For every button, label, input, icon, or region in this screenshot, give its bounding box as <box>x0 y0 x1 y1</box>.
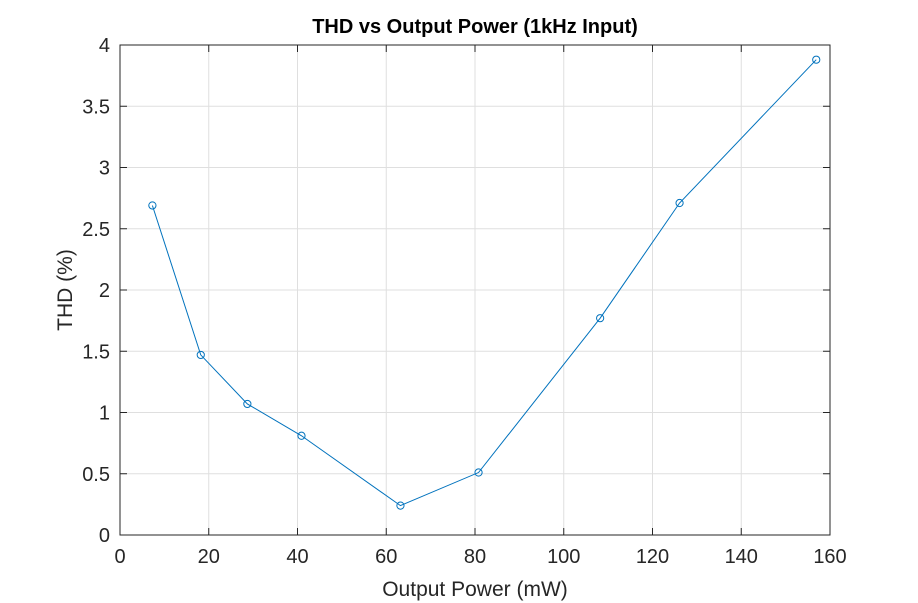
data-point <box>596 314 605 323</box>
series-line <box>151 59 817 507</box>
y-tick-label: 0 <box>99 525 110 547</box>
y-tick-label: 2 <box>99 280 110 302</box>
x-tick-label: 0 <box>114 546 125 568</box>
ticks: 0 20 40 60 80 100 120 140 160 0 0.5 1 1.5 2 2.5 3 3.5 4 <box>82 35 847 568</box>
y-tick-label: 1.5 <box>82 341 110 363</box>
x-tick-label: 160 <box>813 546 846 568</box>
data-point <box>243 399 252 409</box>
y-tick-label: 4 <box>99 35 110 57</box>
y-tick-label: 2.5 <box>82 219 110 241</box>
data-point <box>675 198 684 208</box>
y-tick-label: 3 <box>99 158 110 180</box>
data-point <box>474 468 483 477</box>
series <box>148 55 821 510</box>
x-tick-label: 80 <box>464 546 486 568</box>
x-axis-label: Output Power (mW) <box>382 578 568 601</box>
chart-title: THD vs Output Power (1kHz Input) <box>312 16 638 38</box>
x-tick-label: 60 <box>375 546 397 568</box>
data-point <box>297 431 306 440</box>
x-tick-label: 120 <box>636 546 669 568</box>
y-tick-label: 3.5 <box>82 96 110 118</box>
x-tick-label: 20 <box>198 546 220 568</box>
data-point <box>396 501 405 510</box>
data-point <box>148 201 157 210</box>
y-tick-label: 0.5 <box>82 464 110 486</box>
data-point <box>196 350 205 360</box>
y-tick-label: 1 <box>99 403 110 425</box>
x-tick-label: 40 <box>286 546 308 568</box>
x-tick-label: 100 <box>547 546 580 568</box>
y-axis-label: THD (%) <box>54 249 77 331</box>
x-tick-label: 140 <box>725 546 758 568</box>
data-point <box>812 55 821 64</box>
